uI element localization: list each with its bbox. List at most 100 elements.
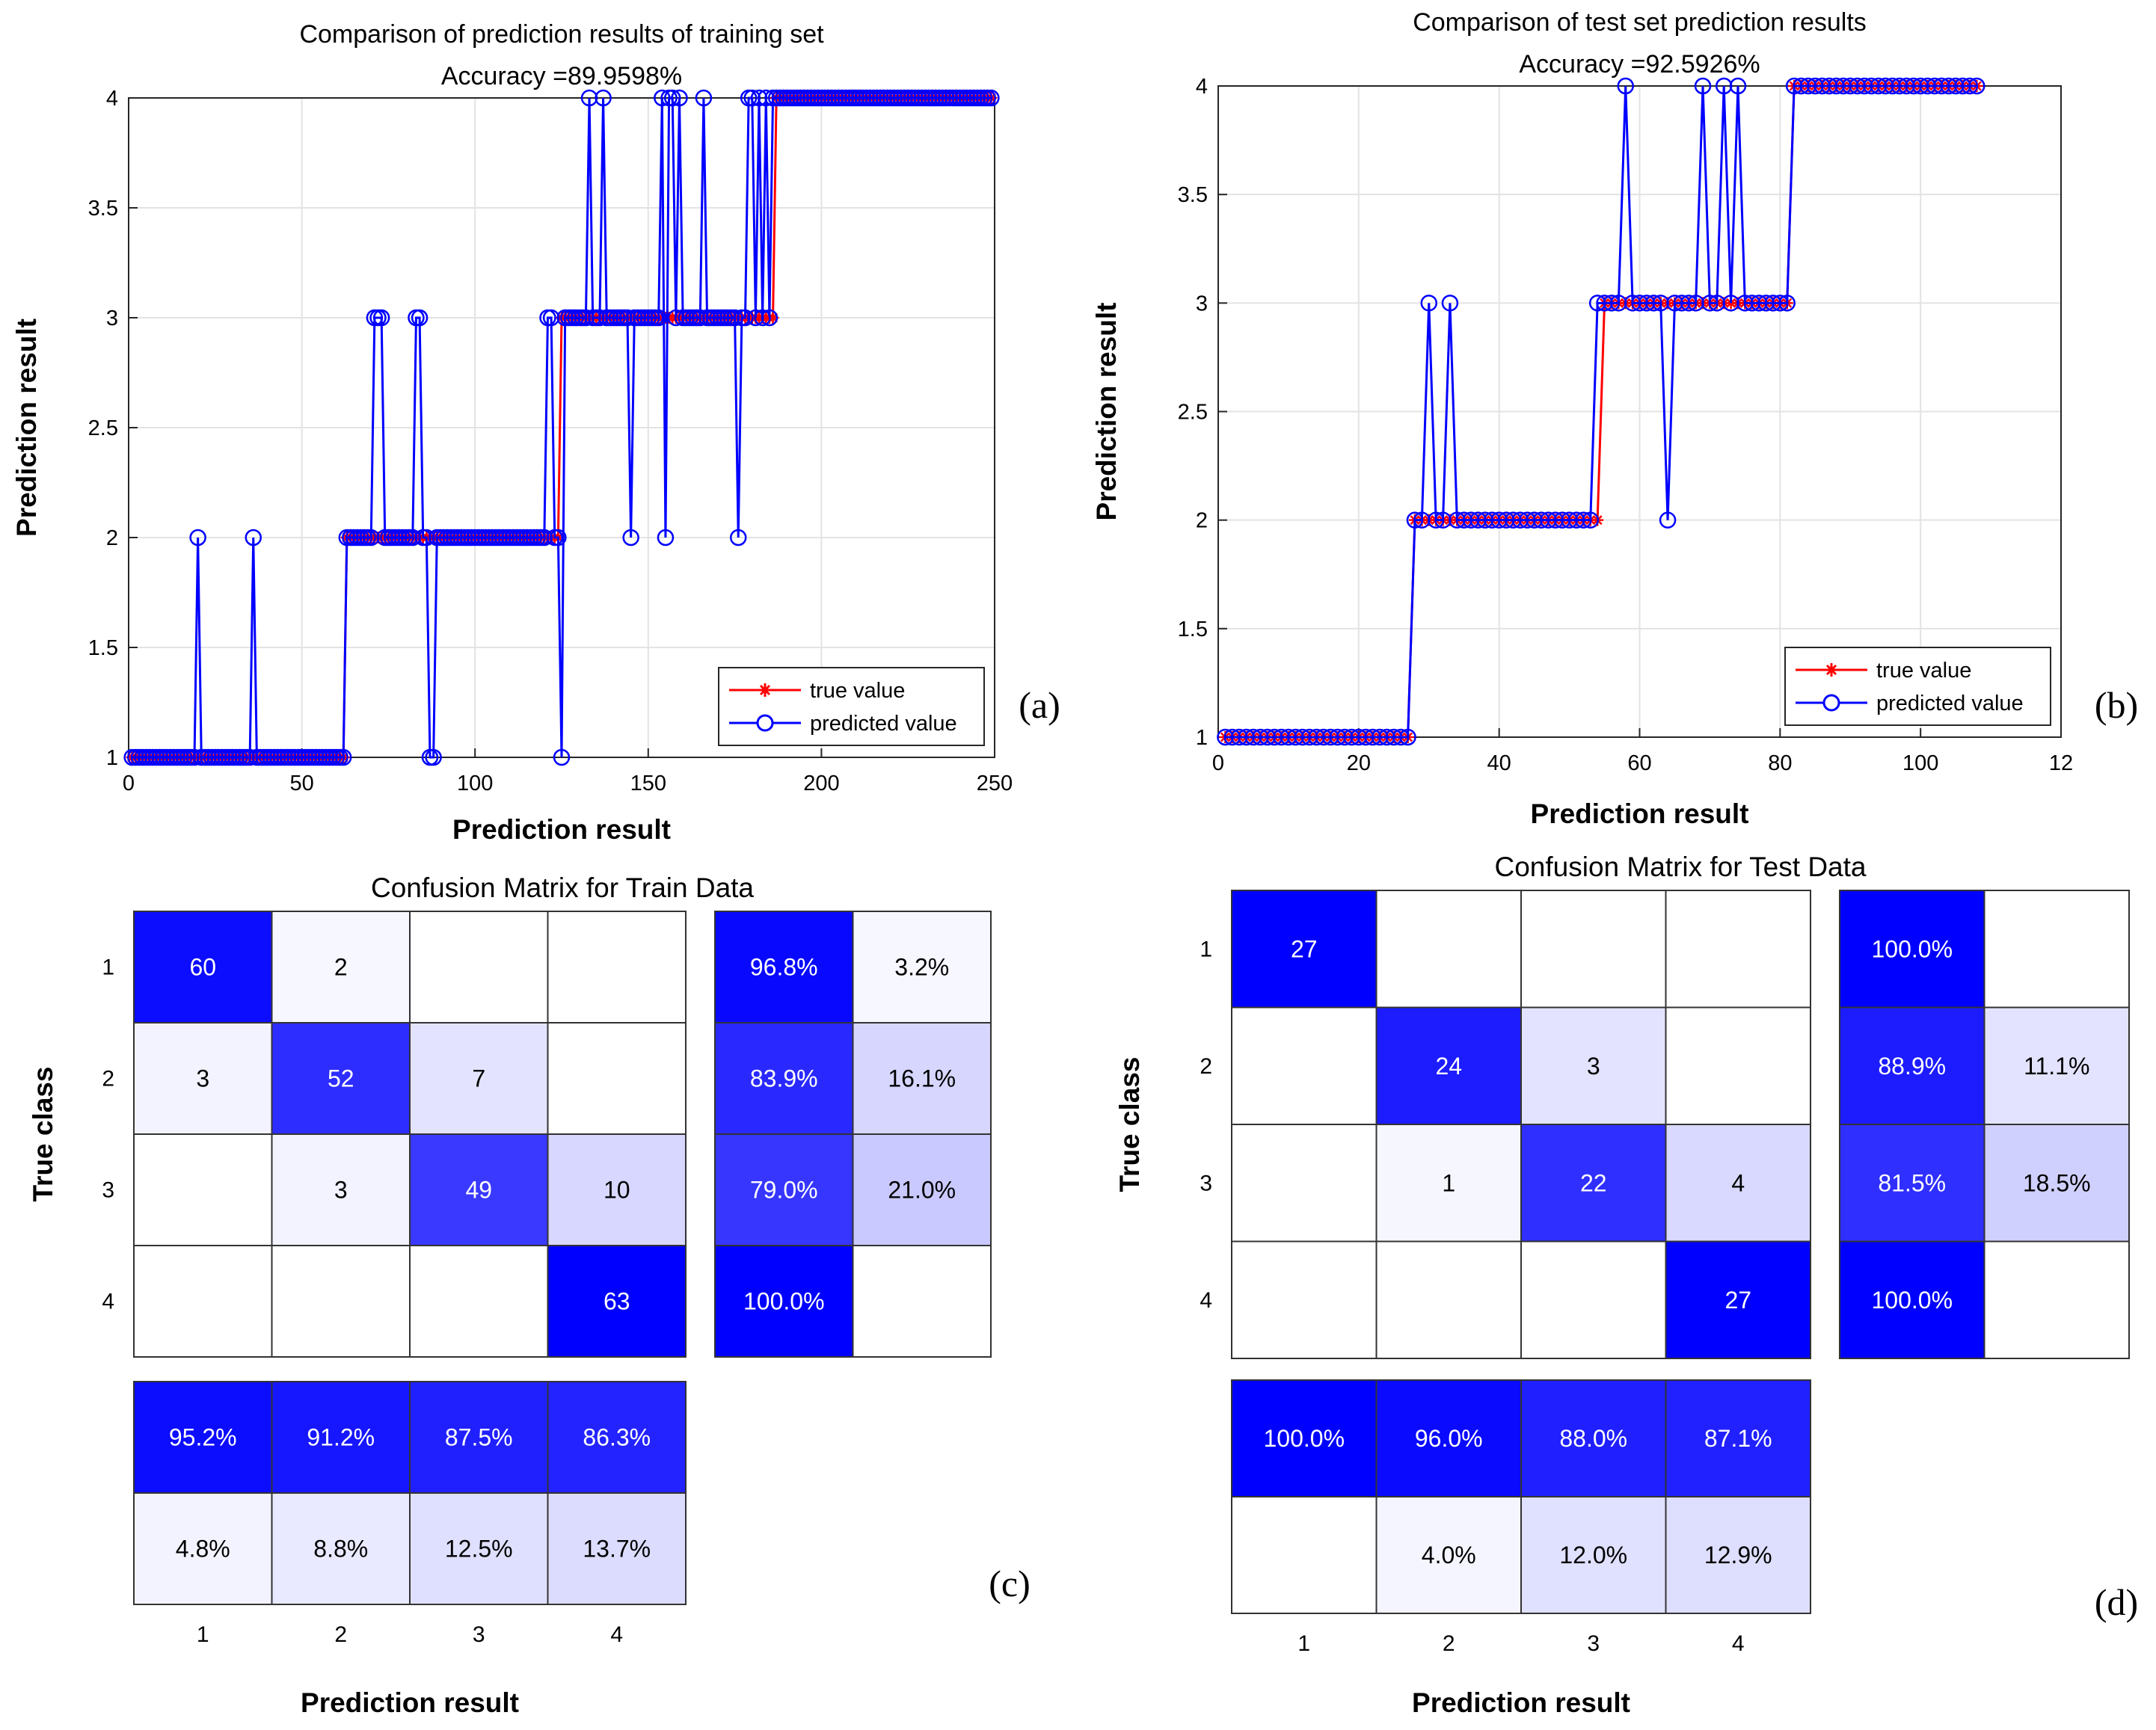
predicted-value-point [372,309,390,327]
matrix-cell [1231,1240,1378,1359]
matrix-cell [1520,1006,1667,1125]
y-axis-label: True class [28,1066,58,1201]
row-summary-value: 100.0% [1871,935,1953,962]
x-tick-label: 0 [123,772,135,795]
predicted-value-point [1441,295,1459,312]
predicted-value-point [1701,295,1719,312]
row-summary-cell [852,911,992,1023]
predicted-value-point [654,89,671,107]
predicted-value-point [1420,295,1437,312]
matrix-cell-value: 3 [196,1065,209,1092]
predicted-value-point [245,529,262,547]
predicted-value-point [577,309,595,327]
legend-box [1784,647,2051,726]
predicted-value-point [1617,77,1634,95]
predicted-value-point [1406,511,1424,529]
predicted-value-point [1772,295,1789,312]
panel-label: (d) [2095,1581,2138,1623]
predicted-value-point [618,309,636,327]
row-summary-value: 81.5% [1878,1169,1946,1196]
matrix-cell [271,1022,411,1135]
predicted-value-point [726,309,743,327]
predicted-value-point [750,89,768,107]
row-class-label: 4 [102,1290,114,1314]
column-summary-cell [133,1381,273,1494]
column-summary-value: 12.5% [445,1536,513,1563]
predicted-value-point [1427,511,1445,529]
legend-predicted-label: predicted value [810,712,957,736]
legend-box [718,667,985,746]
predicted-value-point [667,309,685,327]
predicted-value-point [411,309,429,327]
column-class-label: 2 [334,1622,347,1647]
matrix-cell-value: 1 [1442,1169,1455,1196]
column-class-label: 1 [197,1622,209,1647]
column-summary-value: 88.0% [1559,1425,1627,1452]
row-summary-value: 11.1% [2024,1053,2089,1080]
matrix-cell [409,1022,549,1135]
legend-predicted-marker [1822,694,1840,712]
y-tick-label: 2 [1196,509,1208,533]
column-summary-value: 13.7% [583,1536,651,1563]
row-class-label: 3 [1200,1171,1212,1195]
predicted-value-point [1680,295,1698,312]
x-tick-label: 250 [977,772,1013,795]
x-tick-label: 100 [1902,751,1938,775]
panel-label: (c) [989,1563,1031,1604]
x-axis-label: Prediction result [1531,798,1749,829]
row-summary-value: 83.9% [750,1065,818,1092]
legend-predicted-marker [756,714,774,732]
matrix-cell [1520,1240,1667,1359]
row-summary-cell [1983,890,2130,1009]
predicted-value-point [362,529,380,547]
matrix-cell-value: 2 [334,954,348,981]
chart-title: Comparison of prediction results of trai… [299,20,824,49]
matrix-cell-value: 52 [328,1065,354,1092]
column-summary-cell [1520,1379,1667,1497]
matrix-cell [1231,1006,1378,1125]
y-tick-label: 3.5 [88,197,118,221]
row-class-label: 2 [1200,1054,1212,1079]
column-summary-cell [409,1381,549,1494]
column-summary-value: 4.0% [1422,1542,1476,1569]
column-class-label: 1 [1297,1631,1310,1656]
predicted-value-point [671,89,688,107]
row-summary-cell [1839,1124,1985,1243]
predicted-value-point [1659,511,1677,529]
matrix-cell [547,1245,687,1358]
y-tick-label: 4 [1196,75,1208,99]
matrix-cell [1375,1124,1522,1243]
predicted-value-point [595,89,612,107]
matrix-cell [1665,890,1811,1009]
column-summary-value: 96.0% [1415,1425,1483,1452]
predicted-value-point [729,529,747,547]
x-tick-label: 12 [2049,751,2073,775]
predicted-value-point [1778,295,1796,312]
x-axis-label: Prediction result [452,814,671,845]
row-summary-cell [1983,1006,2130,1125]
row-class-label: 1 [102,955,114,980]
y-tick-label: 4 [106,87,118,111]
panel-label: (a) [1019,684,1060,726]
predicted-value-point [754,309,771,327]
column-class-label: 4 [1732,1631,1745,1656]
row-summary-cell [714,1133,854,1246]
matrix-cell [1665,1240,1811,1359]
y-tick-label: 2.5 [88,416,118,440]
row-summary-cell [1983,1124,2130,1243]
matrix-cell [133,1245,273,1358]
row-class-label: 3 [102,1178,114,1203]
matrix-cell-value: 4 [1731,1169,1745,1196]
predicted-value-point [650,309,667,327]
predicted-value-point [737,309,754,327]
column-summary-cell [271,1381,411,1494]
predicted-value-point [418,529,435,547]
column-class-label: 3 [1587,1631,1600,1656]
matrix-cell [409,1245,549,1358]
predicted-value-point [1968,77,1985,95]
matrix-cell [133,1022,273,1135]
predicted-value-point [1392,728,1410,746]
matrix-cell [271,1245,411,1358]
